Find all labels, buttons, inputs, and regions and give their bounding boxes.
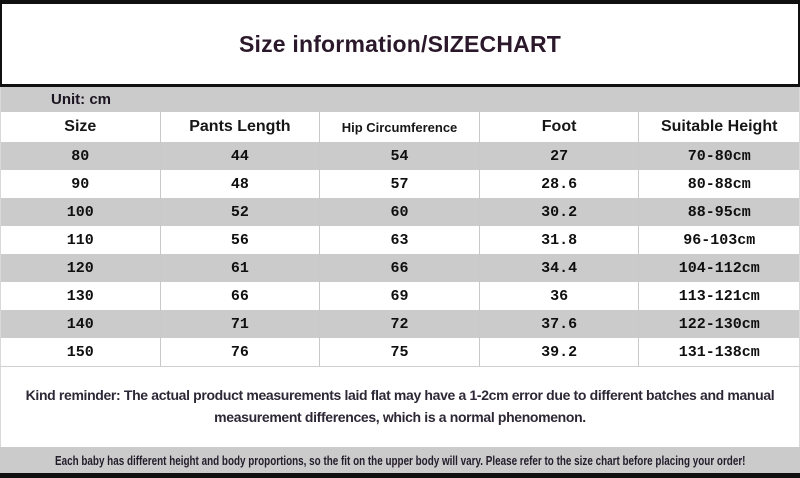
table-cell: 120: [1, 254, 161, 282]
header-size: Size: [1, 112, 161, 142]
table-cell: 48: [161, 170, 321, 198]
kind-reminder: Kind reminder: The actual product measur…: [0, 366, 800, 447]
table-cell: 57: [320, 170, 480, 198]
unit-bar: Unit: cm: [0, 87, 800, 112]
table-cell: 76: [161, 338, 321, 366]
table-cell: 44: [161, 142, 321, 170]
table-cell: 131-138cm: [678, 343, 760, 361]
table-cell: 140: [1, 310, 161, 338]
header-suitable-height: Suitable Height: [660, 118, 778, 135]
table-row: 110 56 63 31.8 96-103cm: [1, 226, 799, 254]
table-cell: 34.4: [480, 254, 640, 282]
table-cell: 150: [1, 338, 161, 366]
table-cell: 122-130cm: [678, 315, 760, 333]
table-cell: 100: [1, 198, 161, 226]
footer-note-bar: Each baby has different height and body …: [0, 447, 800, 473]
table-cell: 31.8: [480, 226, 640, 254]
header-hip-circumference: Hip Circumference: [320, 112, 480, 142]
table-cell: 37.6: [480, 310, 640, 338]
table-row: 120 61 66 34.4 104-112cm: [1, 254, 799, 282]
header-pants-length: Pants Length: [161, 112, 321, 142]
table-cell: 88-95cm: [687, 203, 751, 221]
table-cell: 90: [1, 170, 161, 198]
table-cell: 75: [320, 338, 480, 366]
table-row: 100 52 60 30.2 88-95cm: [1, 198, 799, 226]
table-row: 130 66 69 36 113-121cm: [1, 282, 799, 310]
table-cell: 70-80cm: [687, 147, 751, 165]
table-cell: 54: [320, 142, 480, 170]
table-cell: 56: [161, 226, 321, 254]
kind-reminder-text: Kind reminder: The actual product measur…: [25, 387, 775, 425]
table-row: 140 71 72 37.6 122-130cm: [1, 310, 799, 338]
header-foot: Foot: [480, 112, 640, 142]
bottom-black-bar: [0, 473, 800, 478]
table-cell: 28.6: [480, 170, 640, 198]
table-cell: 113-121cm: [678, 287, 760, 305]
table-cell: 61: [161, 254, 321, 282]
footer-note-text: Each baby has different height and body …: [54, 452, 746, 468]
table-cell: 104-112cm: [678, 259, 760, 277]
table-row: 150 76 75 39.2 131-138cm: [1, 338, 799, 366]
title-divider: [0, 84, 800, 87]
table-header-row: Size Pants Length Hip Circumference Foot…: [1, 112, 799, 142]
table-cell: 39.2: [480, 338, 640, 366]
unit-label: Unit: cm: [51, 91, 111, 108]
table-cell: 66: [320, 254, 480, 282]
table-cell: 30.2: [480, 198, 640, 226]
table-cell: 80: [1, 142, 161, 170]
table-cell: 66: [161, 282, 321, 310]
title-box: Size information/SIZECHART: [0, 4, 800, 84]
table-cell: 36: [480, 282, 640, 310]
size-table: Size Pants Length Hip Circumference Foot…: [0, 112, 800, 366]
table-cell: 110: [1, 226, 161, 254]
top-black-bar: [0, 0, 800, 4]
table-cell: 60: [320, 198, 480, 226]
table-cell: 130: [1, 282, 161, 310]
table-cell: 80-88cm: [687, 175, 751, 193]
size-table-body: 80 44 54 27 70-80cm 90 48 57 28.6 80-88cm 100 52 60 3…: [1, 142, 799, 366]
table-cell: 72: [320, 310, 480, 338]
table-cell: 71: [161, 310, 321, 338]
table-row: 90 48 57 28.6 80-88cm: [1, 170, 799, 198]
table-cell: 27: [480, 142, 640, 170]
table-row: 80 44 54 27 70-80cm: [1, 142, 799, 170]
table-cell: 52: [161, 198, 321, 226]
table-cell: 96-103cm: [683, 231, 756, 249]
table-cell: 69: [320, 282, 480, 310]
page-title: Size information/SIZECHART: [238, 30, 562, 57]
table-cell: 63: [320, 226, 480, 254]
